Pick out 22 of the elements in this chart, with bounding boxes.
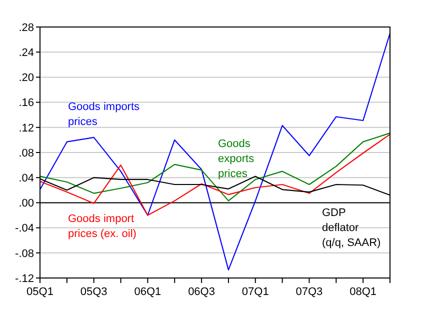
x-tick-label: 07Q3 bbox=[296, 286, 323, 298]
y-tick-label: .28 bbox=[18, 22, 34, 34]
y-tick-label: .00 bbox=[18, 198, 34, 210]
y-tick-label: .16 bbox=[18, 97, 34, 110]
y-tick-label: .08 bbox=[18, 147, 34, 160]
series-label: Goods import prices (ex. oil) bbox=[68, 213, 136, 240]
y-tick-label: -.04 bbox=[15, 222, 34, 235]
x-tick-label: 07Q1 bbox=[242, 286, 269, 298]
y-tick-label: .24 bbox=[18, 46, 34, 59]
x-tick-label: 08Q1 bbox=[350, 286, 377, 298]
y-tick-label: -.12 bbox=[15, 272, 34, 285]
x-tick-label: 05Q3 bbox=[80, 286, 108, 298]
series-label: GDP deflator (q/q, SAAR) bbox=[322, 207, 381, 249]
y-tick-label: .12 bbox=[18, 122, 34, 134]
x-tick-label: 06Q3 bbox=[188, 286, 215, 298]
x-tick-label: 06Q1 bbox=[134, 286, 162, 298]
y-tick-label: -.08 bbox=[15, 248, 34, 260]
y-tick-label: .20 bbox=[18, 72, 34, 84]
x-tick-label: 05Q1 bbox=[26, 286, 54, 298]
y-tick-label: .04 bbox=[18, 172, 34, 184]
series-label: Goods exports prices bbox=[218, 138, 255, 180]
series-label: Goods imports prices bbox=[68, 101, 140, 128]
